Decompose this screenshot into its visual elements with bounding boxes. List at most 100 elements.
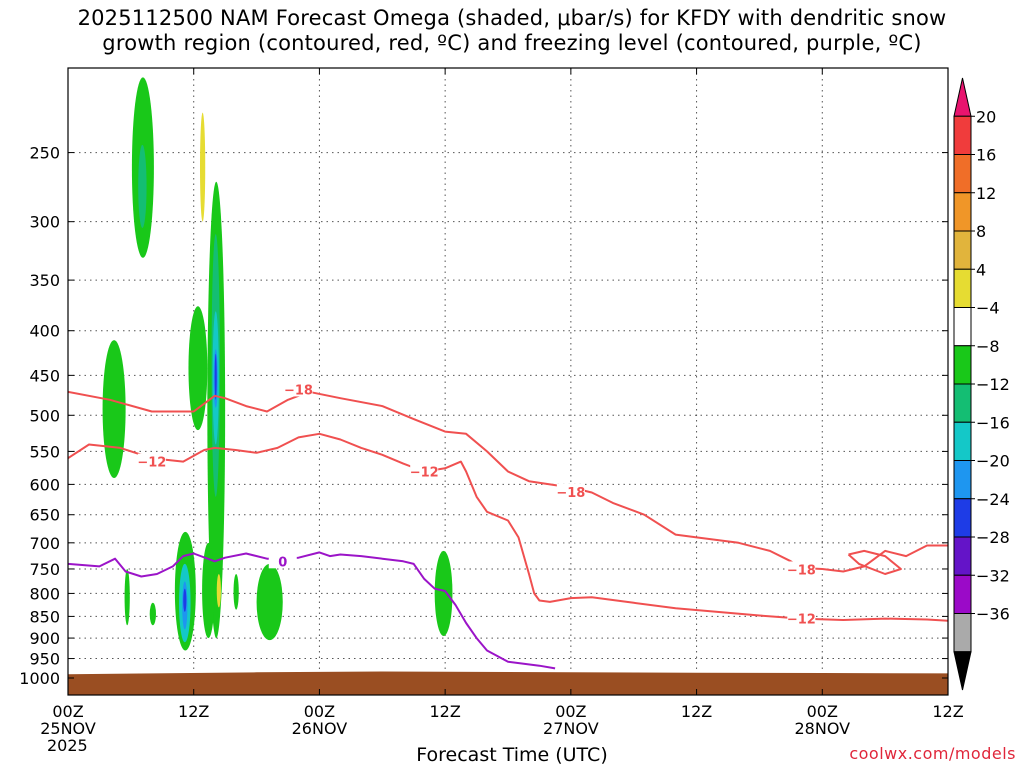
colorbar-label: −24: [976, 490, 1010, 509]
y-tick-label: 450: [29, 366, 60, 385]
omega-region: [102, 340, 126, 479]
omega-region: [434, 550, 453, 636]
contour-label-bg: [137, 453, 166, 469]
x-tick-label: 27NOV: [543, 719, 599, 738]
x-tick-label: 26NOV: [292, 719, 348, 738]
x-tick-label: 12Z: [429, 702, 460, 721]
contour-labels: −18 −18 −18 −12 −12 −12 0: [137, 381, 816, 628]
chart-title-line-2: growth region (contoured, red, ºC) and f…: [102, 31, 922, 55]
omega-region: [214, 353, 217, 400]
y-tick-label: 250: [29, 144, 60, 163]
omega-region: [183, 588, 187, 612]
x-tick-label: 00Z: [807, 702, 838, 721]
contour-label-bg: [284, 381, 313, 397]
y-tick-label: 500: [29, 406, 60, 425]
omega-region: [200, 112, 206, 222]
contour-label: −12: [410, 466, 439, 481]
contour-label: −18: [284, 383, 313, 398]
y-tick-label: 600: [29, 475, 60, 494]
contour-lines: [68, 390, 948, 670]
colorbar-swatch: [953, 115, 972, 155]
colorbar-swatch: [953, 268, 972, 308]
colorbar-swatch: [953, 345, 972, 385]
y-tick-label: 750: [29, 560, 60, 579]
plot-frame: [67, 67, 949, 696]
x-tick-label: 12Z: [932, 702, 963, 721]
omega-region: [202, 542, 215, 639]
contour-label: −18: [787, 563, 816, 578]
omega-region: [138, 144, 147, 228]
contour-line: [68, 390, 948, 573]
ground-layer: [68, 671, 948, 695]
contour-label-bg: [787, 610, 816, 626]
y-axis-ticks: 250 300 350 400 450 500 550 600 650 700 750 800 850 9…: [19, 144, 948, 688]
contour-label: −18: [556, 486, 585, 501]
y-tick-label: 850: [29, 607, 60, 626]
colorbar-swatch: [953, 77, 972, 117]
colorbar-label: −4: [976, 299, 1000, 318]
grid-lines: [68, 68, 948, 695]
contour-label-bg: [268, 553, 297, 569]
colorbar-label: 8: [976, 222, 986, 241]
colorbar-swatch: [953, 307, 972, 347]
x-tick-label: 00Z: [555, 702, 586, 721]
colorbar-label: −8: [976, 337, 1000, 356]
y-tick-label: 550: [29, 442, 60, 461]
y-tick-label: 950: [29, 650, 60, 669]
colorbar-swatch: [953, 498, 972, 538]
contour-line: [68, 551, 556, 670]
colorbar-swatch: [953, 192, 972, 232]
colorbar-label: 12: [976, 184, 996, 203]
contour-line: [847, 549, 902, 575]
colorbar-swatch: [953, 613, 972, 653]
colorbar-swatch: [953, 230, 972, 270]
x-tick-label: 2025: [47, 736, 88, 755]
x-tick-label: 28NOV: [794, 719, 850, 738]
colorbar: 20 16 12 8 4 −4 −8 −12 −16 −20 −24 −28 −32 −36: [953, 77, 1010, 691]
omega-region: [124, 568, 130, 626]
colorbar-swatch: [953, 574, 972, 614]
contour-label: −12: [137, 456, 166, 471]
omega-region: [149, 602, 157, 626]
omega-region: [256, 563, 283, 641]
omega-region: [216, 573, 221, 608]
colorbar-label: −12: [976, 375, 1010, 394]
colorbar-label: 20: [976, 107, 996, 126]
colorbar-label: 4: [976, 260, 986, 279]
x-tick-label: 12Z: [178, 702, 209, 721]
colorbar-label: −32: [976, 566, 1010, 585]
y-tick-label: 1000: [19, 669, 60, 688]
y-tick-label: 400: [29, 322, 60, 341]
colorbar-swatch: [953, 421, 972, 461]
x-tick-label: 00Z: [304, 702, 335, 721]
chart-title-line-1: 2025112500 NAM Forecast Omega (shaded, μ…: [77, 6, 947, 30]
x-tick-label: 25NOV: [40, 719, 96, 738]
colorbar-label: −16: [976, 413, 1010, 432]
colorbar-label: −36: [976, 605, 1010, 624]
chart-title: 2025112500 NAM Forecast Omega (shaded, μ…: [0, 6, 1024, 56]
y-tick-label: 300: [29, 213, 60, 232]
y-tick-label: 700: [29, 534, 60, 553]
omega-shading: [102, 77, 453, 651]
x-tick-label: 00Z: [52, 702, 83, 721]
contour-line: [68, 432, 948, 622]
x-axis-label: Forecast Time (UTC): [416, 744, 608, 766]
omega-region: [233, 573, 239, 610]
y-tick-label: 650: [29, 506, 60, 525]
contour-label-bg: [410, 463, 439, 479]
x-tick-label: 12Z: [681, 702, 712, 721]
y-tick-label: 900: [29, 629, 60, 648]
colorbar-swatch: [953, 383, 972, 423]
y-tick-label: 350: [29, 271, 60, 290]
colorbar-label: −20: [976, 452, 1010, 471]
ground-fill: [68, 671, 948, 695]
colorbar-label: −28: [976, 528, 1010, 547]
contour-label: 0: [278, 555, 287, 570]
colorbar-swatch: [953, 651, 972, 691]
contour-label: −12: [787, 613, 816, 628]
colorbar-swatch: [953, 536, 972, 576]
contour-label-bg: [556, 483, 585, 499]
contour-label-bg: [787, 561, 816, 577]
